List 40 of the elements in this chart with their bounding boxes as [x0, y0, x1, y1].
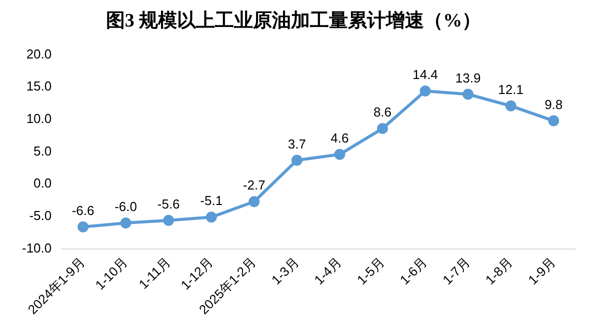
data-label: 3.7	[288, 136, 306, 152]
data-label: -5.1	[200, 193, 223, 208]
point	[120, 217, 132, 228]
y-tick-label: 5.0	[34, 143, 52, 158]
point	[78, 221, 89, 232]
y-tick-label: 15.0	[26, 78, 52, 94]
point	[420, 86, 431, 97]
data-label: 14.4	[412, 67, 438, 82]
chart-title: 图3 规模以上工业原油加工量累计增速（%）	[106, 9, 482, 32]
x-tick-label: 1-8月	[482, 254, 516, 288]
x-tick-label: 1-3月	[268, 254, 302, 288]
point	[206, 212, 217, 223]
data-label: -2.7	[242, 178, 266, 193]
y-tick-label: 10.0	[26, 111, 52, 126]
point	[376, 123, 388, 134]
x-tick-label: 1-7月	[440, 254, 473, 288]
x-tick-label: 1-6月	[396, 254, 430, 288]
data-label: 4.6	[330, 130, 349, 146]
y-tick-label: -10.0	[22, 240, 52, 256]
point	[291, 154, 302, 166]
x-tick-label: 1-11月	[136, 254, 174, 292]
point	[248, 196, 260, 208]
x-tick-label: 1-4月	[311, 254, 344, 288]
y-tick-label: 0.0	[34, 176, 52, 191]
point	[548, 115, 560, 126]
y-tick-label: 20.0	[26, 46, 52, 62]
data-label: 8.6	[373, 104, 392, 120]
x-tick-label: 1-9月	[525, 254, 558, 288]
data-label: -6.0	[114, 199, 138, 214]
x-tick-label: 1-5月	[354, 254, 388, 288]
data-label: -5.6	[157, 196, 180, 212]
data-label: 12.1	[498, 82, 524, 97]
data-label: 13.9	[455, 70, 481, 86]
point	[505, 100, 516, 112]
point	[462, 88, 474, 100]
point	[163, 214, 174, 226]
data-label: 9.8	[544, 96, 563, 112]
data-label: -6.6	[72, 202, 94, 218]
point	[334, 148, 346, 160]
y-tick-label: -5.0	[29, 208, 52, 224]
